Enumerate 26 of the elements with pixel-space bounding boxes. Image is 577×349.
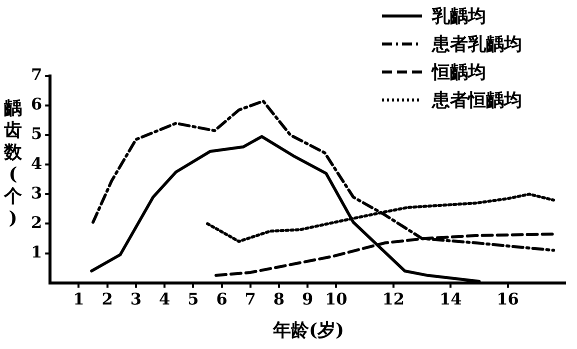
legend-label: 乳齲均 [432,5,486,28]
y-tick-label: 7 [30,65,42,84]
y-tick-label: 2 [30,212,42,232]
x-tick-label: 6 [216,290,228,309]
y-tick-label: 1 [30,242,42,262]
x-tick-label: 7 [244,290,256,309]
y-tick-label: 5 [30,124,42,144]
x-tick-label: 1 [73,290,84,309]
x-tick-label: 12 [382,290,405,309]
y-tick-label: 6 [30,94,42,114]
x-tick-label: 5 [188,290,199,309]
x-tick-label: 8 [273,290,285,309]
legend-label: 患者乳齲均 [432,33,522,56]
x-tick-label: 4 [158,290,170,309]
y-axis-title: 齲齿数(个) [2,98,23,230]
x-tick-label: 16 [496,290,519,309]
legend-label: 患者恒齲均 [432,89,522,112]
x-axis-title: 年龄(岁) [272,319,346,342]
y-tick-label: 3 [30,183,42,202]
x-tick-label: 14 [439,290,462,309]
y-tick-label: 4 [30,154,42,173]
x-tick-label: 3 [130,290,142,309]
x-tick-label: 10 [325,290,348,309]
x-tick-label: 2 [102,290,113,309]
x-tick-label: 9 [302,290,314,309]
legend-label: 恒齲均 [432,61,486,84]
